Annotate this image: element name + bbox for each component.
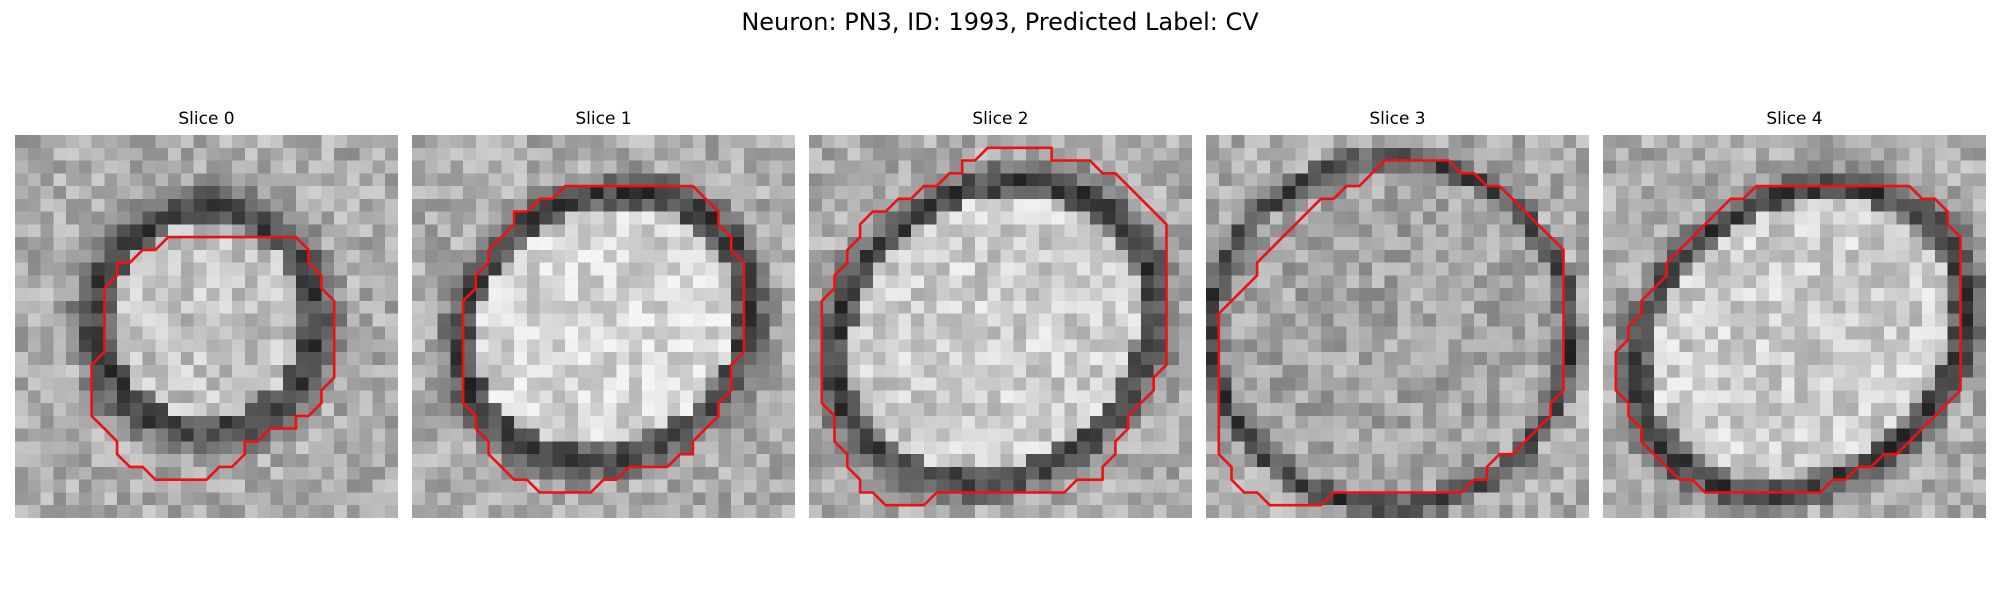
slice-image-1 [412,135,795,518]
slice-image-0 [15,135,398,518]
pixel-grid [412,135,795,518]
slice-image-2 [809,135,1192,518]
slice-panel-4: Slice 4 [1603,108,1986,130]
slice-title: Slice 3 [1206,108,1589,130]
slice-image-4 [1603,135,1986,518]
slice-panel-3: Slice 3 [1206,108,1589,130]
slice-panel-2: Slice 2 [809,108,1192,130]
pixel-grid [1206,135,1589,518]
pixel-grid [15,135,398,518]
slice-title: Slice 1 [412,108,795,130]
figure-title: Neuron: PN3, ID: 1993, Predicted Label: … [0,7,2000,37]
slice-title: Slice 0 [15,108,398,130]
slice-panel-1: Slice 1 [412,108,795,130]
slice-title: Slice 4 [1603,108,1986,130]
slice-image-3 [1206,135,1589,518]
slice-title: Slice 2 [809,108,1192,130]
slice-panel-0: Slice 0 [15,108,398,130]
